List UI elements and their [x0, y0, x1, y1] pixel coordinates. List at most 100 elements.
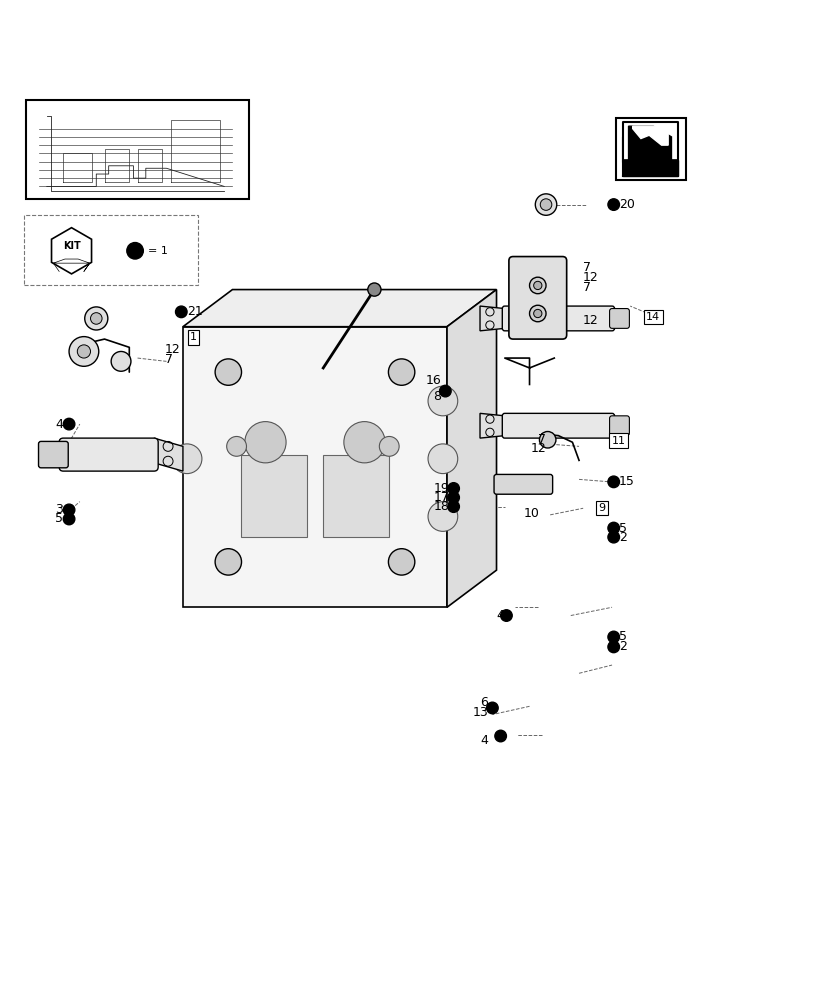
Polygon shape — [51, 228, 92, 274]
Circle shape — [388, 549, 414, 575]
Circle shape — [486, 702, 498, 714]
Circle shape — [500, 610, 512, 621]
Polygon shape — [628, 126, 671, 172]
Text: 5: 5 — [618, 630, 626, 643]
Text: 4: 4 — [495, 609, 504, 622]
Circle shape — [69, 337, 98, 366]
Polygon shape — [622, 160, 677, 176]
Circle shape — [388, 359, 414, 385]
Text: 3: 3 — [55, 503, 63, 516]
FancyBboxPatch shape — [502, 306, 614, 331]
Polygon shape — [183, 290, 496, 327]
Circle shape — [607, 476, 619, 488]
Circle shape — [495, 730, 506, 742]
Circle shape — [439, 385, 451, 397]
Text: 17: 17 — [433, 491, 449, 504]
Text: 1: 1 — [190, 332, 197, 342]
Polygon shape — [480, 306, 504, 331]
Text: KIT: KIT — [63, 241, 80, 251]
Text: 20: 20 — [618, 198, 633, 211]
Text: 10: 10 — [523, 507, 538, 520]
Circle shape — [529, 305, 545, 322]
Circle shape — [533, 281, 541, 290]
Circle shape — [175, 306, 187, 318]
Circle shape — [428, 502, 457, 531]
Text: 16: 16 — [425, 374, 441, 387]
Polygon shape — [154, 438, 183, 471]
Circle shape — [428, 386, 457, 416]
Text: 4: 4 — [480, 734, 488, 747]
Text: 12: 12 — [582, 314, 598, 327]
Text: 2: 2 — [618, 640, 626, 653]
Circle shape — [215, 359, 241, 385]
Text: 14: 14 — [645, 312, 660, 322]
Circle shape — [539, 199, 551, 210]
Text: 12: 12 — [582, 271, 598, 284]
Text: 5: 5 — [618, 522, 626, 535]
Text: 5: 5 — [55, 512, 63, 525]
Bar — [183, 327, 447, 607]
Circle shape — [607, 531, 619, 543]
Circle shape — [447, 492, 459, 503]
FancyBboxPatch shape — [39, 441, 68, 468]
Text: 7: 7 — [582, 281, 590, 294]
Circle shape — [607, 631, 619, 643]
Text: 18: 18 — [433, 500, 449, 513]
Circle shape — [367, 283, 380, 296]
Circle shape — [172, 444, 202, 474]
Text: 13: 13 — [472, 706, 488, 719]
Circle shape — [63, 513, 74, 525]
Bar — [26, 100, 249, 199]
Circle shape — [607, 522, 619, 534]
Circle shape — [343, 422, 385, 463]
Text: 15: 15 — [618, 475, 633, 488]
Text: 7: 7 — [165, 353, 173, 366]
Text: 7: 7 — [582, 261, 590, 274]
Circle shape — [379, 436, 399, 456]
FancyBboxPatch shape — [502, 413, 614, 438]
Circle shape — [428, 444, 457, 474]
Text: 12: 12 — [165, 343, 180, 356]
Circle shape — [607, 641, 619, 653]
Circle shape — [77, 345, 90, 358]
Circle shape — [535, 194, 556, 215]
Polygon shape — [447, 290, 496, 607]
Circle shape — [447, 501, 459, 512]
Circle shape — [447, 483, 459, 494]
FancyBboxPatch shape — [494, 474, 552, 494]
Text: 19: 19 — [433, 482, 449, 495]
Polygon shape — [632, 126, 667, 145]
Circle shape — [227, 436, 246, 456]
Text: 4: 4 — [55, 418, 63, 431]
Circle shape — [533, 309, 541, 318]
Circle shape — [607, 199, 619, 210]
Text: 12: 12 — [529, 442, 545, 455]
Bar — [323, 455, 389, 537]
Circle shape — [538, 432, 555, 448]
Text: 21: 21 — [187, 305, 203, 318]
Circle shape — [529, 277, 545, 294]
Circle shape — [215, 549, 241, 575]
Text: 2: 2 — [618, 531, 626, 544]
Circle shape — [84, 307, 108, 330]
Polygon shape — [628, 160, 671, 172]
Circle shape — [127, 243, 143, 259]
Text: 11: 11 — [611, 436, 625, 446]
Bar — [241, 455, 306, 537]
FancyBboxPatch shape — [609, 416, 629, 436]
Text: 7: 7 — [538, 433, 545, 446]
Text: 8: 8 — [433, 390, 441, 403]
FancyBboxPatch shape — [509, 257, 566, 339]
FancyBboxPatch shape — [59, 438, 158, 471]
Text: = 1: = 1 — [148, 246, 168, 256]
Circle shape — [111, 351, 131, 371]
Circle shape — [90, 313, 102, 324]
Circle shape — [245, 422, 286, 463]
Bar — [615, 118, 686, 180]
Polygon shape — [480, 413, 504, 438]
FancyBboxPatch shape — [25, 215, 198, 285]
Text: 9: 9 — [598, 503, 605, 513]
FancyBboxPatch shape — [609, 309, 629, 328]
Circle shape — [63, 418, 74, 430]
Circle shape — [63, 504, 74, 516]
